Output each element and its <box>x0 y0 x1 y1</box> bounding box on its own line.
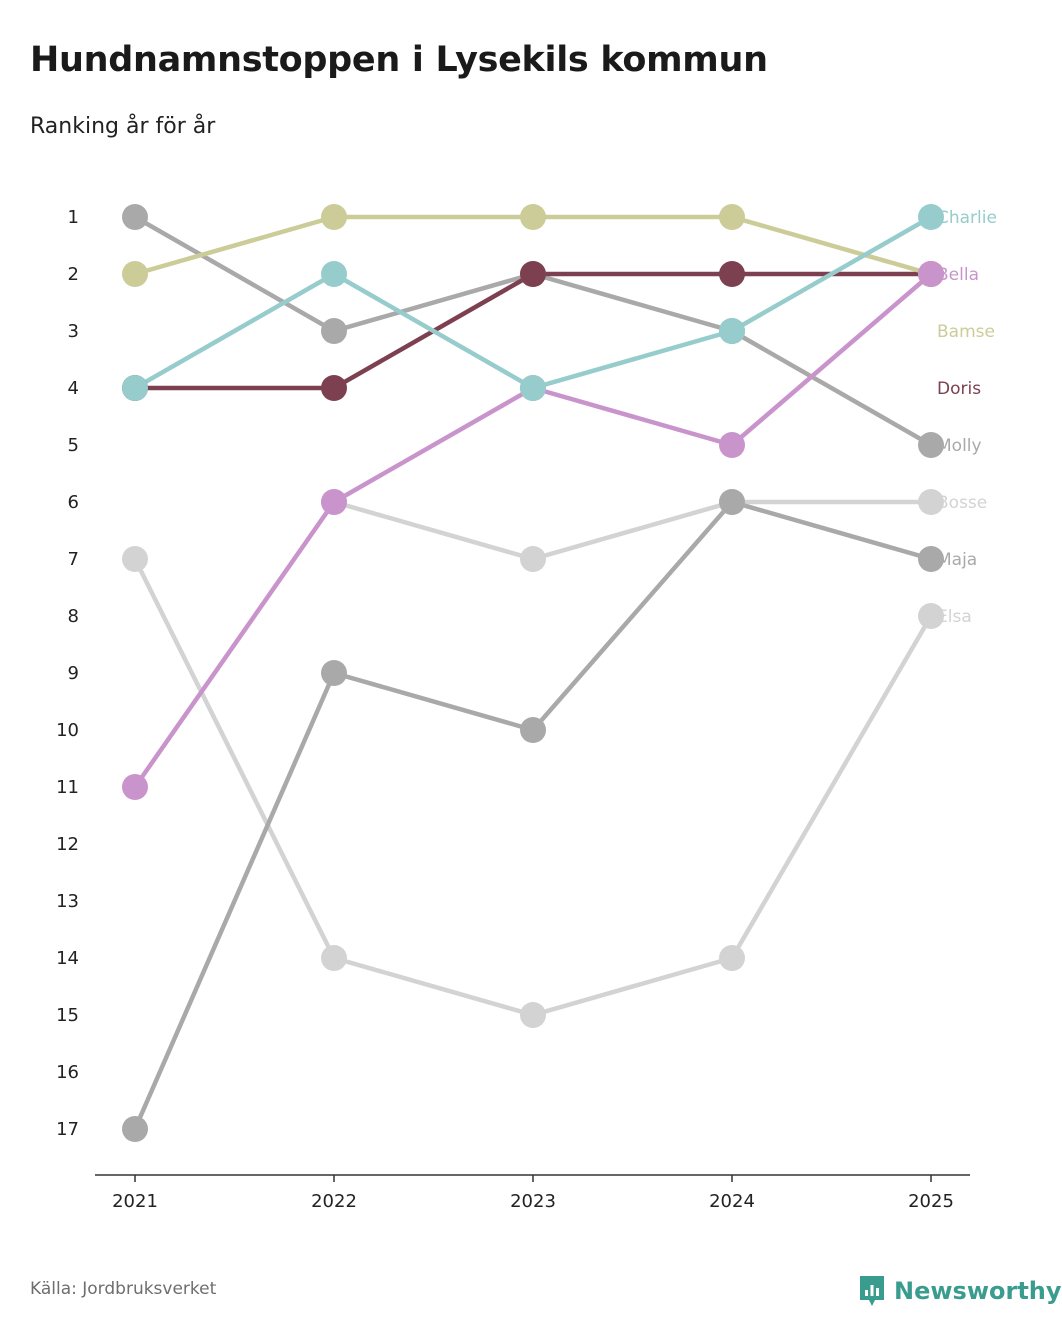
y-tick-2: 2 <box>68 264 79 285</box>
point-bella-2024 <box>719 432 745 458</box>
point-bamse-2024 <box>719 204 745 230</box>
end-label-charlie: Charlie <box>937 208 997 228</box>
end-label-bamse: Bamse <box>937 322 995 342</box>
point-bosse-2025 <box>918 489 944 515</box>
y-tick-11: 11 <box>56 777 79 798</box>
y-tick-1: 1 <box>68 207 79 228</box>
end-label-maja: Maja <box>937 550 977 570</box>
point-maja-2022 <box>321 660 347 686</box>
y-tick-13: 13 <box>56 891 79 912</box>
point-charlie-2024 <box>719 318 745 344</box>
point-elsa-2024 <box>719 945 745 971</box>
point-maja-2023 <box>520 717 546 743</box>
point-bamse-2022 <box>321 204 347 230</box>
point-elsa-2022 <box>321 945 347 971</box>
y-tick-16: 16 <box>56 1062 79 1083</box>
point-bella-2025 <box>918 261 944 287</box>
chart-bubble-icon <box>860 1276 884 1306</box>
y-tick-3: 3 <box>68 321 79 342</box>
y-tick-8: 8 <box>68 606 79 627</box>
series-line-elsa <box>132 556 934 1018</box>
point-maja-2021 <box>122 1116 148 1142</box>
end-labels: Charlie Bella Bamse Doris Molly Bosse Maja Elsa <box>937 208 997 627</box>
point-charlie-2022 <box>321 261 347 287</box>
point-bamse-2023 <box>520 204 546 230</box>
brand-logo[interactable]: Newsworthy <box>858 1274 1062 1308</box>
series-line-bella <box>132 271 934 790</box>
y-tick-6: 6 <box>68 492 79 513</box>
y-tick-15: 15 <box>56 1005 79 1026</box>
series-lines <box>132 214 934 1132</box>
point-elsa-2023 <box>520 1002 546 1028</box>
y-tick-4: 4 <box>68 378 79 399</box>
point-doris-2022 <box>321 375 347 401</box>
series-line-maja <box>132 499 934 1132</box>
point-maja-2025 <box>918 546 944 572</box>
chart-subtitle: Ranking år för år <box>30 114 216 139</box>
point-charlie-2021 <box>122 375 148 401</box>
point-molly-2022 <box>321 318 347 344</box>
y-tick-12: 12 <box>56 834 79 855</box>
brand-name: Newsworthy <box>894 1277 1062 1305</box>
point-bella-2021 <box>122 774 148 800</box>
end-label-elsa: Elsa <box>937 607 972 627</box>
y-tick-9: 9 <box>68 663 79 684</box>
chart-title: Hundnamnstoppen i Lysekils kommun <box>30 40 768 80</box>
series-line-bosse <box>331 499 934 562</box>
point-elsa-2021 <box>122 546 148 572</box>
x-tick-2023: 2023 <box>510 1191 556 1212</box>
point-charlie-2025 <box>918 204 944 230</box>
series-line-molly <box>132 214 934 448</box>
end-label-molly: Molly <box>937 436 982 456</box>
point-bella-2022 <box>321 489 347 515</box>
series-line-charlie <box>132 214 934 391</box>
end-label-bella: Bella <box>937 265 979 285</box>
end-label-bosse: Bosse <box>937 493 987 513</box>
point-doris-2023 <box>520 261 546 287</box>
point-elsa-2025 <box>918 603 944 629</box>
y-tick-14: 14 <box>56 948 79 969</box>
y-tick-5: 5 <box>68 435 79 456</box>
point-bamse-2021 <box>122 261 148 287</box>
point-charlie-2023 <box>520 375 546 401</box>
end-label-doris: Doris <box>937 379 981 399</box>
x-tick-2024: 2024 <box>709 1191 755 1212</box>
series-line-doris <box>132 271 934 391</box>
x-tick-2021: 2021 <box>112 1191 158 1212</box>
point-molly-2021 <box>122 204 148 230</box>
point-doris-2024 <box>719 261 745 287</box>
y-tick-7: 7 <box>68 549 79 570</box>
x-tick-2025: 2025 <box>908 1191 954 1212</box>
x-axis-ticks: 2021 2022 2023 2024 2025 <box>112 1175 954 1212</box>
point-bosse-2023 <box>520 546 546 572</box>
source-note: Källa: Jordbruksverket <box>30 1279 217 1299</box>
y-tick-17: 17 <box>56 1119 79 1140</box>
series-points <box>122 204 944 1142</box>
point-molly-2025 <box>918 432 944 458</box>
y-tick-10: 10 <box>56 720 79 741</box>
point-maja-2024 <box>719 489 745 515</box>
x-tick-2022: 2022 <box>311 1191 357 1212</box>
